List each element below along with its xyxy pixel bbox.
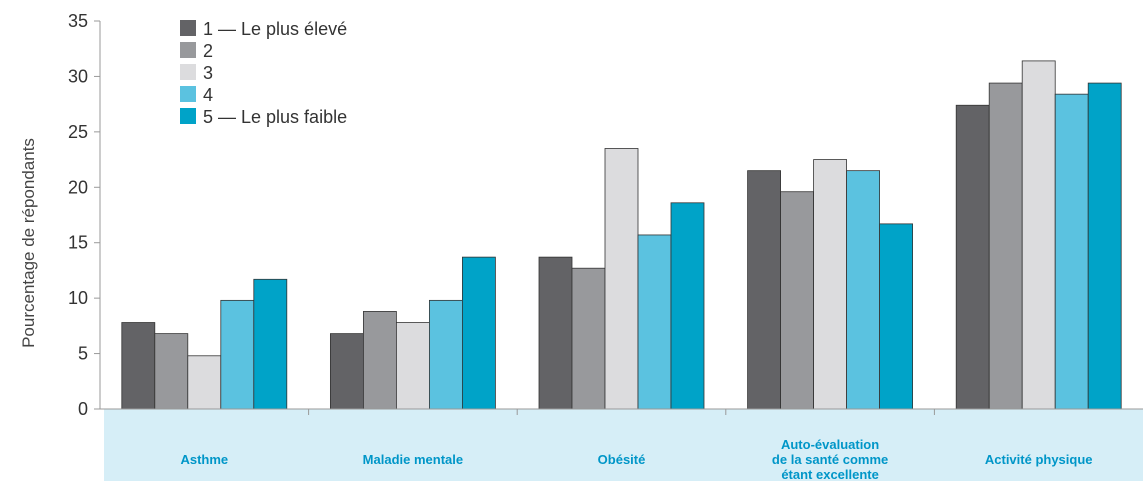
legend-swatch-3 bbox=[180, 64, 196, 80]
y-tick-label-0: 0 bbox=[78, 399, 88, 419]
y-tick-label-15: 15 bbox=[68, 233, 88, 253]
legend-label-4: 4 bbox=[203, 85, 213, 105]
category-label-line: de la santé comme bbox=[772, 452, 888, 467]
bar-series-2-cat-1 bbox=[154, 333, 189, 410]
bar-series-2-cat-5 bbox=[988, 82, 1023, 410]
bar-series-1-cat-2 bbox=[329, 333, 364, 410]
legend-label-2: 2 bbox=[203, 41, 213, 61]
category-band bbox=[104, 409, 1143, 481]
category-label-5: Activité physique bbox=[985, 452, 1093, 467]
bar-series-4-cat-1 bbox=[220, 299, 255, 410]
category-label-line: Asthme bbox=[180, 452, 228, 467]
bar-series-2-cat-3 bbox=[571, 267, 606, 410]
legend-swatch-5 bbox=[180, 108, 196, 124]
y-axis: 0 5 10 15 20 25 30 35 bbox=[68, 11, 101, 419]
bar-series-1-cat-5 bbox=[955, 104, 990, 410]
legend-label-1: 1 — Le plus élevé bbox=[203, 19, 347, 39]
category-label-line: Obésité bbox=[598, 452, 646, 467]
bar-series-3-cat-4 bbox=[813, 159, 847, 410]
bar-series-2-cat-4 bbox=[780, 191, 814, 410]
bar-series-2-cat-2 bbox=[362, 311, 397, 410]
bar-series-4-cat-4 bbox=[846, 170, 880, 410]
category-label-line: Maladie mentale bbox=[363, 452, 463, 467]
legend-swatch-4 bbox=[180, 86, 196, 102]
legend-swatch-2 bbox=[180, 42, 196, 58]
y-tick-label-25: 25 bbox=[68, 122, 88, 142]
category-label-line: Activité physique bbox=[985, 452, 1093, 467]
legend-label-5: 5 — Le plus faible bbox=[203, 107, 347, 127]
bar-series-5-cat-5 bbox=[1087, 82, 1122, 410]
bar-series-1-cat-3 bbox=[538, 256, 573, 410]
legend-swatch-1 bbox=[180, 20, 196, 36]
bar-series-4-cat-3 bbox=[637, 234, 672, 410]
y-tick-label-5: 5 bbox=[78, 344, 88, 364]
bar-series-3-cat-2 bbox=[395, 322, 430, 410]
category-label-1: Asthme bbox=[180, 452, 228, 467]
category-label-line: Auto-évaluation bbox=[781, 437, 879, 452]
bars bbox=[121, 60, 1122, 410]
y-tick-label-10: 10 bbox=[68, 288, 88, 308]
y-tick-label-30: 30 bbox=[68, 66, 88, 86]
bar-series-5-cat-3 bbox=[670, 202, 705, 410]
bar-series-3-cat-1 bbox=[187, 355, 222, 410]
bar-series-5-cat-2 bbox=[461, 256, 496, 410]
bar-series-4-cat-2 bbox=[428, 299, 463, 410]
category-label-2: Maladie mentale bbox=[363, 452, 463, 467]
bar-series-5-cat-1 bbox=[253, 278, 288, 410]
category-label-line: étant excellente bbox=[781, 467, 879, 481]
bar-series-4-cat-5 bbox=[1054, 93, 1089, 410]
bar-series-3-cat-5 bbox=[1021, 60, 1056, 410]
bar-series-5-cat-4 bbox=[879, 223, 913, 410]
category-label-3: Obésité bbox=[598, 452, 646, 467]
y-tick-label-35: 35 bbox=[68, 11, 88, 31]
bar-series-1-cat-1 bbox=[121, 322, 156, 410]
category-label-4: Auto-évaluation de la santé comme étant ex… bbox=[772, 437, 888, 481]
x-axis: Asthme Maladie mentale Obésité Auto-évaluat… bbox=[100, 408, 1143, 481]
legend-label-3: 3 bbox=[203, 63, 213, 83]
bar-series-1-cat-4 bbox=[747, 170, 781, 410]
y-tick-label-20: 20 bbox=[68, 177, 88, 197]
y-axis-title: Pourcentage de répondants bbox=[19, 138, 38, 348]
bar-series-3-cat-3 bbox=[604, 148, 639, 410]
